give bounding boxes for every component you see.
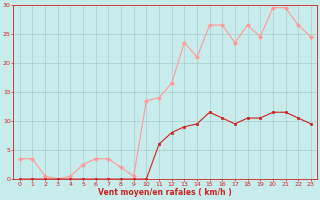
X-axis label: Vent moyen/en rafales ( km/h ): Vent moyen/en rafales ( km/h ) <box>99 188 232 197</box>
